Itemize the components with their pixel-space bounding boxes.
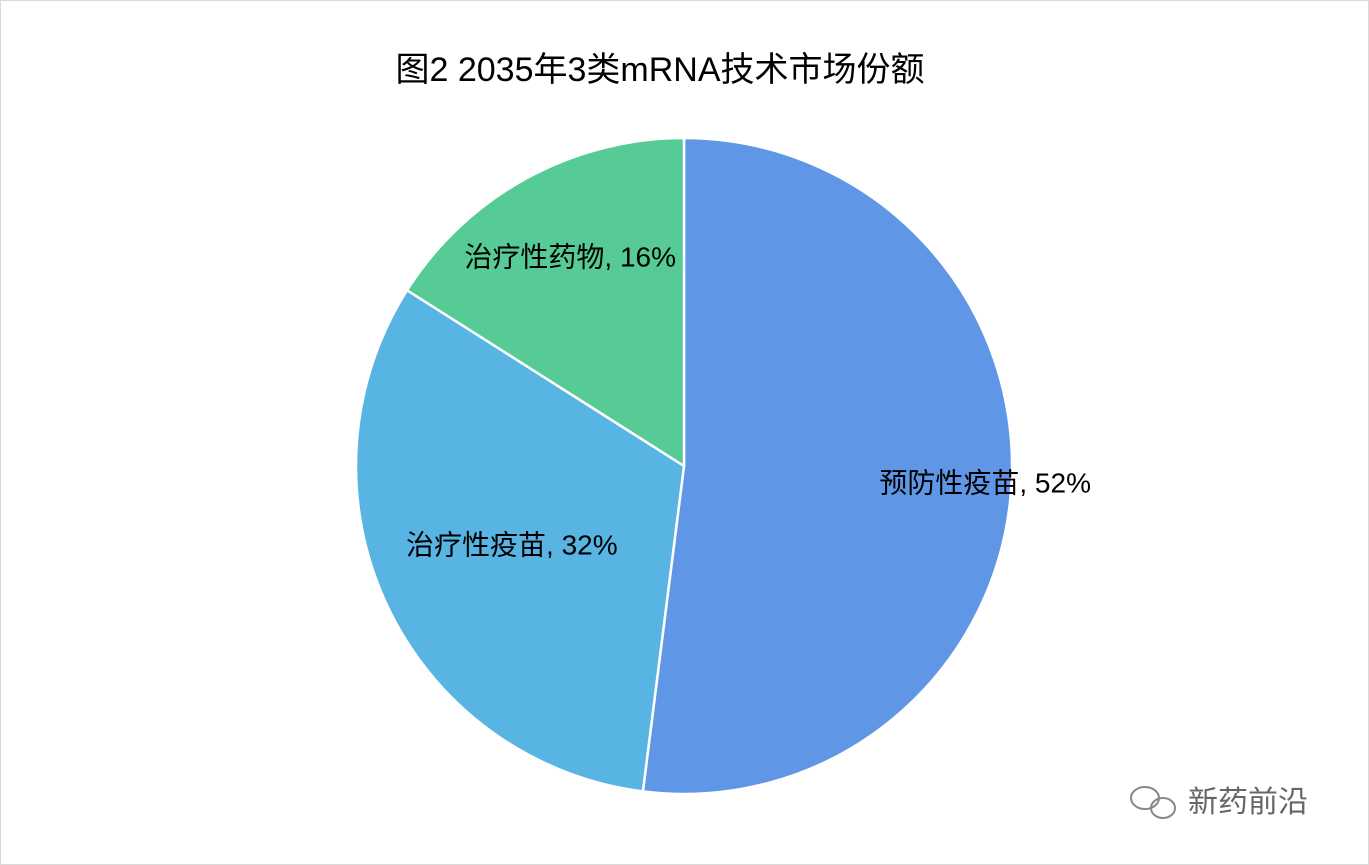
pie-slice <box>641 136 1014 796</box>
data-label: 治疗性疫苗, 32% <box>406 529 618 560</box>
watermark-icon <box>1130 786 1176 819</box>
data-label: 治疗性药物, 16% <box>464 241 676 272</box>
pie-slice <box>405 136 686 469</box>
watermark: 新药前沿 <box>1188 786 1308 819</box>
pie-slice <box>354 288 686 793</box>
data-label: 预防性疫苗, 52% <box>879 467 1091 498</box>
chart-title: 图2 2035年3类mRNA技术市场份额 <box>395 51 924 89</box>
